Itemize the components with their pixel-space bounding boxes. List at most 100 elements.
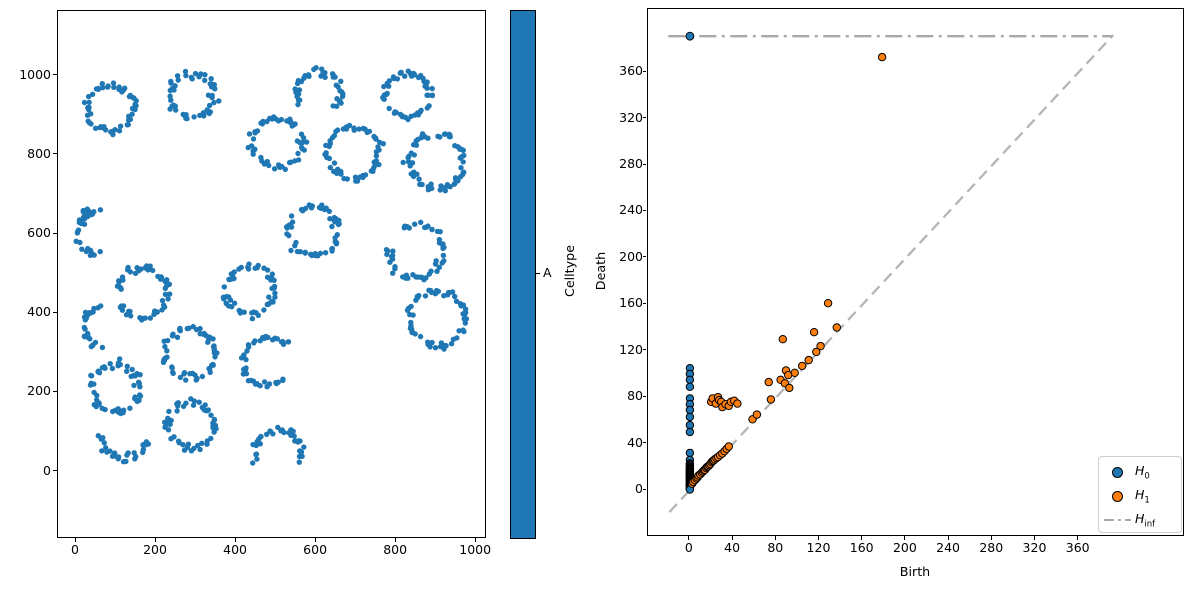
cell-point [183, 115, 189, 122]
cell-point [228, 271, 234, 277]
cell-point [166, 281, 173, 287]
cell-point [182, 68, 189, 75]
cell-point [333, 128, 339, 135]
x-tick-label: 360 [1065, 540, 1090, 555]
cell-point [373, 153, 380, 159]
cell-point [81, 99, 88, 106]
cell-point [177, 325, 183, 332]
x-tick-mark [314, 538, 316, 542]
cell-point [205, 407, 211, 413]
cell-point [150, 267, 156, 274]
x-tick-label: 200 [143, 542, 167, 557]
cell-point [250, 151, 256, 157]
cell-point [166, 408, 172, 415]
cell-point [340, 126, 347, 132]
cell-point [110, 80, 117, 86]
cell-point [201, 407, 208, 413]
cell-point [216, 98, 222, 104]
cell-point [428, 181, 434, 187]
cell-point [208, 435, 214, 442]
cell-point [85, 213, 91, 219]
cell-point [111, 84, 117, 91]
cell-point [261, 379, 268, 385]
x-tick-mark [731, 536, 733, 540]
cell-point [164, 277, 170, 283]
h1-point [724, 442, 734, 451]
cell-point [208, 82, 215, 88]
cell-point [373, 149, 380, 155]
cell-point [460, 327, 466, 333]
cell-point [376, 161, 382, 168]
cell-point [416, 176, 422, 182]
cell-point [123, 312, 130, 318]
cell-point [174, 408, 180, 414]
cell-point [243, 356, 249, 363]
cell-point [297, 448, 303, 454]
y-tick-mark [53, 74, 57, 75]
cell-point [96, 370, 103, 376]
x-tick-mark [861, 536, 863, 540]
cell-point [243, 371, 250, 377]
cell-point [428, 268, 434, 274]
cell-point [326, 208, 332, 214]
cell-point [85, 106, 92, 113]
cell-point [414, 171, 420, 177]
y-tick-mark [53, 470, 57, 472]
h1-point [877, 52, 887, 62]
cell-point [418, 107, 424, 114]
cell-point [454, 335, 460, 341]
cell-point [174, 334, 181, 340]
cell-point [400, 159, 406, 166]
hinf-legend-marker [1103, 518, 1131, 522]
cell-point [459, 171, 466, 178]
cell-point [296, 87, 303, 93]
cell-point [158, 276, 164, 282]
cell-point [405, 159, 412, 165]
cell-point [410, 312, 416, 318]
cell-point [257, 441, 263, 447]
cell-point [221, 284, 227, 290]
cell-point [246, 131, 253, 137]
cell-point [162, 285, 168, 292]
cell-point [362, 126, 368, 132]
h0-point [685, 427, 695, 437]
cell-point [460, 159, 466, 165]
colorbar-tick-label: A [543, 265, 552, 280]
cell-point [298, 131, 305, 137]
cell-point [405, 116, 411, 123]
cell-point [338, 78, 344, 85]
cell-point [292, 158, 298, 164]
cell-point [152, 308, 158, 314]
cell-point [346, 122, 353, 129]
h1-point [766, 395, 776, 404]
cell-point [164, 348, 170, 354]
cell-point [112, 450, 118, 456]
cell-point [252, 265, 258, 271]
colorbar-tick-mark [536, 272, 540, 274]
x-tick-mark [474, 538, 476, 542]
y-tick-mark [642, 70, 647, 72]
cell-point [226, 294, 232, 300]
cell-point [413, 142, 420, 148]
cell-point [167, 421, 173, 428]
cell-point [138, 266, 144, 272]
cell-point [417, 181, 423, 188]
cell-point [85, 332, 91, 338]
cell-point [171, 87, 177, 93]
cell-point [169, 333, 176, 339]
cell-point [441, 244, 447, 251]
cell-point [211, 99, 217, 106]
y-tick-label: 1000 [19, 66, 51, 82]
cell-point [99, 124, 106, 131]
cell-point [292, 86, 298, 92]
persistence-diagram-plot [647, 8, 1184, 536]
cell-point [415, 274, 421, 280]
cell-point [399, 113, 405, 119]
cell-point [404, 223, 410, 230]
cell-point [199, 373, 206, 380]
cell-point [272, 294, 278, 300]
cell-point [375, 144, 381, 150]
cell-point [245, 266, 252, 272]
cell-point [308, 205, 315, 211]
cell-point [424, 92, 430, 98]
